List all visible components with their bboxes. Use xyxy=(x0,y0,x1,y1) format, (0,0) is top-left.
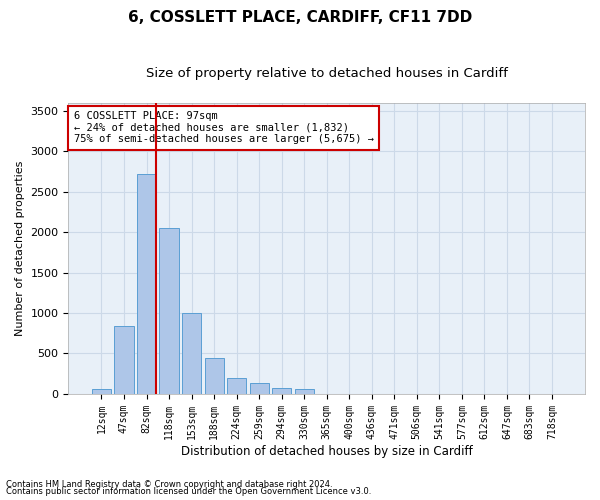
Bar xyxy=(115,326,134,394)
Bar xyxy=(227,378,246,394)
Text: 6, COSSLETT PLACE, CARDIFF, CF11 7DD: 6, COSSLETT PLACE, CARDIFF, CF11 7DD xyxy=(128,10,472,25)
X-axis label: Distribution of detached houses by size in Cardiff: Distribution of detached houses by size … xyxy=(181,444,473,458)
Title: Size of property relative to detached houses in Cardiff: Size of property relative to detached ho… xyxy=(146,68,508,80)
Bar xyxy=(250,382,269,394)
Text: Contains public sector information licensed under the Open Government Licence v3: Contains public sector information licen… xyxy=(6,487,371,496)
Bar xyxy=(160,228,179,394)
Bar xyxy=(182,313,201,394)
Bar xyxy=(295,389,314,394)
Text: Contains HM Land Registry data © Crown copyright and database right 2024.: Contains HM Land Registry data © Crown c… xyxy=(6,480,332,489)
Text: 6 COSSLETT PLACE: 97sqm
← 24% of detached houses are smaller (1,832)
75% of semi: 6 COSSLETT PLACE: 97sqm ← 24% of detache… xyxy=(74,111,374,144)
Bar xyxy=(272,388,291,394)
Bar xyxy=(137,174,156,394)
Bar xyxy=(205,358,224,394)
Bar xyxy=(92,388,111,394)
Y-axis label: Number of detached properties: Number of detached properties xyxy=(15,160,25,336)
